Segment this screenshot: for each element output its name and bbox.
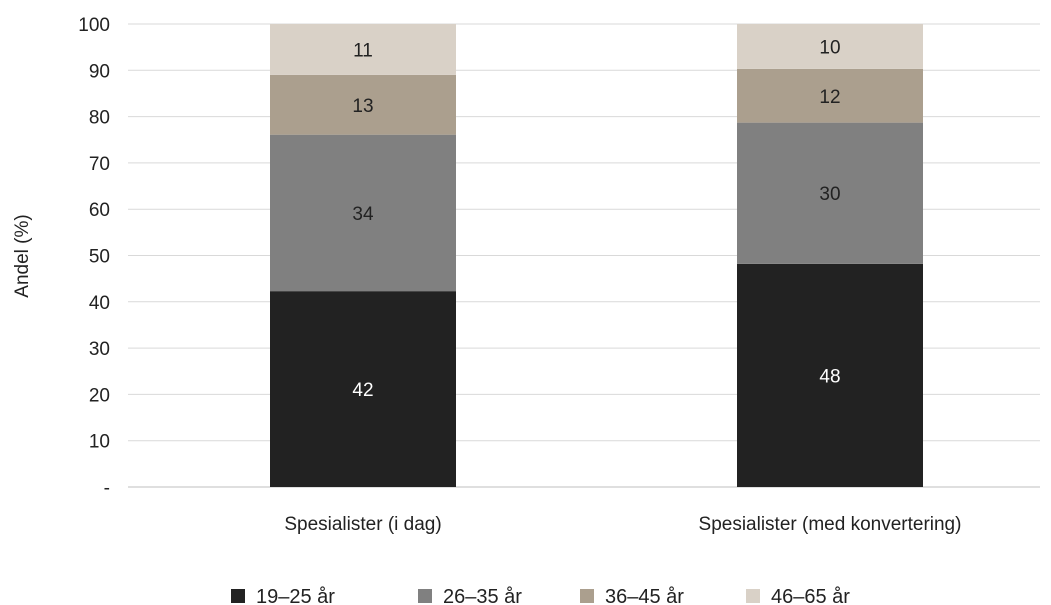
legend-swatch bbox=[580, 589, 594, 603]
bar-segment bbox=[737, 122, 923, 264]
y-tick-label: 80 bbox=[89, 108, 110, 129]
y-axis-ticks: - 10 20 30 40 50 60 70 80 90 100 bbox=[78, 15, 110, 499]
legend-item: 36–45 år bbox=[580, 586, 684, 605]
x-category-label: Spesialister (i dag) bbox=[284, 514, 441, 535]
legend-label: 19–25 år bbox=[256, 586, 335, 605]
data-label: 30 bbox=[819, 184, 840, 205]
x-axis-categories: Spesialister (i dag) Spesialister (med ko… bbox=[284, 514, 961, 535]
bar-segment bbox=[270, 74, 456, 135]
legend-label: 46–65 år bbox=[771, 586, 850, 605]
legend-swatch bbox=[231, 589, 245, 603]
data-label: 48 bbox=[819, 366, 840, 387]
bar-segment bbox=[270, 24, 456, 75]
x-category-label: Spesialister (med konvertering) bbox=[699, 514, 962, 535]
data-label: 13 bbox=[352, 96, 373, 117]
bars bbox=[270, 24, 923, 487]
bar-segment bbox=[737, 24, 923, 69]
y-tick-label: 30 bbox=[89, 339, 110, 360]
bar-segment bbox=[270, 134, 456, 292]
bar-segment bbox=[737, 68, 923, 123]
data-label: 10 bbox=[819, 37, 840, 58]
y-axis-title: Andel (%) bbox=[12, 214, 33, 297]
legend-item: 19–25 år bbox=[231, 586, 335, 605]
bar-segment bbox=[737, 263, 923, 487]
y-tick-label: 90 bbox=[89, 61, 110, 82]
y-tick-label: 10 bbox=[89, 432, 110, 453]
data-labels: 42 34 13 11 48 30 12 10 bbox=[352, 37, 840, 401]
legend-swatch bbox=[746, 589, 760, 603]
legend-item: 46–65 år bbox=[746, 586, 850, 605]
legend-item: 26–35 år bbox=[418, 586, 522, 605]
legend-label: 26–35 år bbox=[443, 586, 522, 605]
bar-segment bbox=[270, 291, 456, 487]
y-tick-label: 50 bbox=[89, 247, 110, 268]
y-tick-label: 20 bbox=[89, 385, 110, 406]
y-tick-label: 70 bbox=[89, 154, 110, 175]
y-tick-label: 60 bbox=[89, 200, 110, 221]
y-tick-label: 100 bbox=[78, 15, 110, 36]
data-label: 34 bbox=[352, 204, 374, 225]
legend-label: 36–45 år bbox=[605, 586, 684, 605]
data-label: 11 bbox=[353, 40, 373, 61]
data-label: 12 bbox=[819, 87, 840, 108]
y-tick-label: 40 bbox=[89, 293, 110, 314]
y-tick-label: - bbox=[104, 478, 110, 499]
legend-swatch bbox=[418, 589, 432, 603]
data-label: 42 bbox=[352, 380, 373, 401]
legend: 19–25 år 26–35 år 36–45 år 46–65 år bbox=[231, 586, 850, 605]
